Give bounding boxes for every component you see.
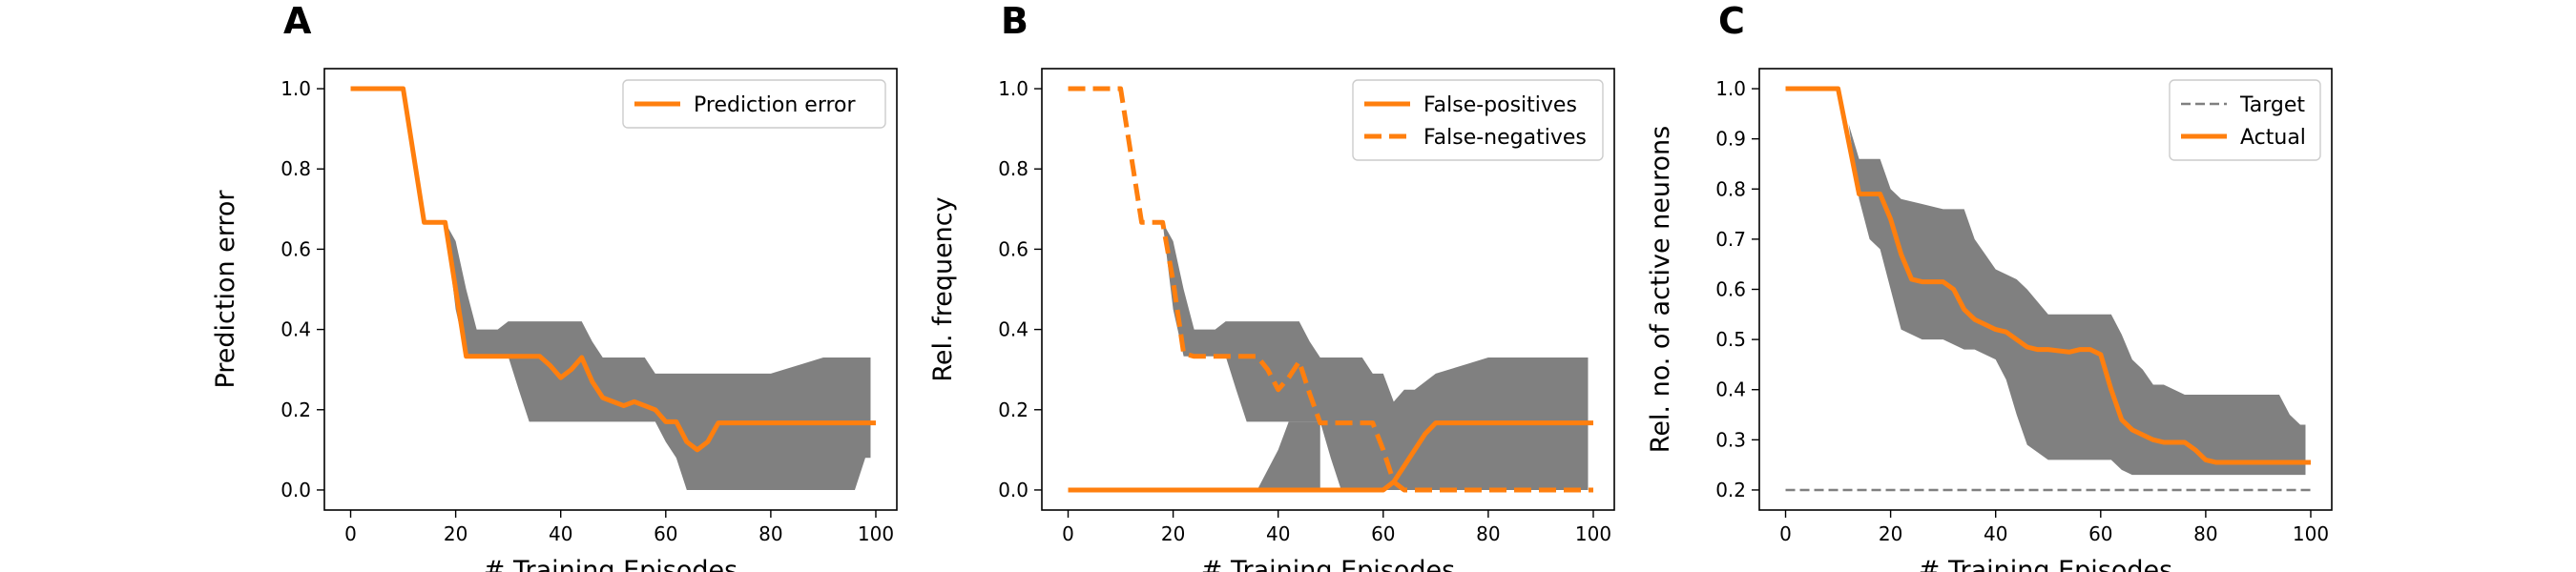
y-tick-label: 0.2 <box>1715 479 1746 501</box>
legend: False-positives False-negatives <box>1352 79 1604 161</box>
y-tick-label: 0.0 <box>280 479 311 501</box>
y-tick-label: 1.0 <box>1715 77 1746 100</box>
chart-panel-a: 0 20 40 60 80 100 0.0 0.2 0.4 0.6 0.8 1.0 # Training… <box>211 0 898 572</box>
y-tick-label: 0.4 <box>280 318 311 341</box>
legend-box <box>1352 79 1604 161</box>
x-tick-label: 60 <box>1371 522 1395 545</box>
y-axis-label: Rel. frequency <box>928 196 958 381</box>
legend-box <box>2169 79 2321 161</box>
legend-entry-label: Actual <box>2240 126 2306 150</box>
y-tick-label: 0.3 <box>1715 428 1746 451</box>
series-line-prediction-error <box>350 86 876 453</box>
x-axis-label: # Training Episodes <box>1201 556 1455 572</box>
y-tick-label: 0.8 <box>998 157 1028 180</box>
series-line-actual <box>1785 86 2311 465</box>
y-tick-label: 0.5 <box>1715 328 1746 351</box>
x-tick-label: 60 <box>2088 522 2112 545</box>
panel-letter: C <box>1718 0 1745 42</box>
legend-entry-label: Prediction error <box>694 93 856 117</box>
series-line-false-negatives <box>1068 86 1593 493</box>
band-2 <box>1257 421 1320 490</box>
y-tick-label: 0.7 <box>1715 228 1746 251</box>
y-tick-label: 0.0 <box>998 479 1028 501</box>
x-tick-label: 0 <box>344 522 357 545</box>
legend-entry-label: False-positives <box>1423 93 1577 117</box>
legend-entry-label: False-negatives <box>1423 126 1587 150</box>
axes-frame <box>323 68 898 511</box>
y-axis-label: Rel. no. of active neurons <box>1646 126 1675 453</box>
y-tick-label: 0.4 <box>998 318 1028 341</box>
chart-panel-b: 0 20 40 60 80 100 0.0 0.2 0.4 0.6 0.8 1.0 # Training… <box>928 0 1615 572</box>
x-tick-label: 40 <box>1984 522 2007 545</box>
x-tick-label: 80 <box>1476 522 1500 545</box>
band-1 <box>1848 123 2306 476</box>
y-tick-label: 0.8 <box>1715 177 1746 200</box>
y-tick-label: 0.6 <box>280 237 311 260</box>
x-tick-label: 20 <box>444 522 467 545</box>
legend-entry-label: Target <box>2239 93 2305 117</box>
x-tick-label: 100 <box>1575 522 1611 545</box>
panel-letter: B <box>1001 0 1028 42</box>
x-tick-label: 40 <box>1266 522 1290 545</box>
y-axis-label: Prediction error <box>211 190 240 389</box>
x-tick-label: 80 <box>758 522 782 545</box>
y-tick-label: 1.0 <box>280 77 311 100</box>
y-tick-label: 0.8 <box>280 157 311 180</box>
axes-frame <box>1041 68 1615 511</box>
x-tick-label: 0 <box>1779 522 1792 545</box>
x-tick-label: 80 <box>2193 522 2217 545</box>
legend: Target Actual <box>2169 79 2321 161</box>
x-axis-label: # Training Episodes <box>484 556 737 572</box>
x-axis-label: # Training Episodes <box>1919 556 2172 572</box>
legend-box <box>622 79 886 129</box>
y-tick-label: 0.2 <box>280 398 311 421</box>
y-tick-label: 0.4 <box>1715 378 1746 401</box>
legend: Prediction error <box>622 79 886 129</box>
y-tick-label: 0.6 <box>998 237 1028 260</box>
y-tick-label: 1.0 <box>998 77 1028 100</box>
x-tick-label: 40 <box>549 522 572 545</box>
y-tick-label: 0.6 <box>1715 278 1746 301</box>
chart-panel-c: 0 20 40 60 80 100 0.2 0.3 0.4 0.5 0.6 0.7 0.8 0.9 1.0 #… <box>1646 0 2333 572</box>
x-tick-label: 100 <box>858 522 894 545</box>
x-tick-label: 20 <box>1161 522 1185 545</box>
x-tick-label: 60 <box>654 522 677 545</box>
y-tick-label: 0.9 <box>1715 128 1746 151</box>
y-tick-label: 0.2 <box>998 398 1028 421</box>
series-line-false-positives <box>1068 420 1593 493</box>
x-tick-label: 20 <box>1879 522 1902 545</box>
panel-letter: A <box>283 0 312 42</box>
x-tick-label: 0 <box>1062 522 1074 545</box>
x-tick-label: 100 <box>2293 522 2329 545</box>
